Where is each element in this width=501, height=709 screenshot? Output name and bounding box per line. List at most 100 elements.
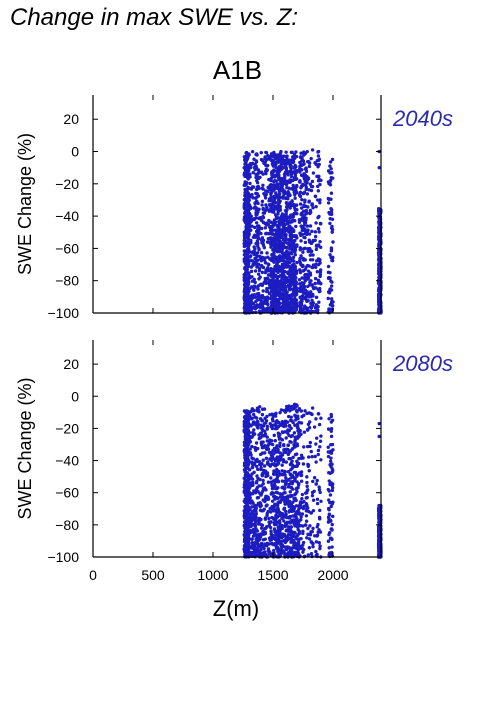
data-point (283, 208, 288, 213)
data-point (294, 300, 298, 304)
data-point (307, 469, 311, 473)
data-point (327, 546, 331, 550)
data-point (255, 178, 259, 183)
data-point (377, 504, 382, 508)
data-point (295, 522, 299, 526)
data-point (288, 456, 293, 461)
data-point (245, 264, 250, 269)
data-point (284, 226, 288, 231)
data-point (289, 503, 294, 507)
data-point (244, 543, 249, 547)
data-point (328, 160, 333, 164)
data-point (281, 485, 285, 490)
data-point (282, 513, 286, 517)
data-point (377, 531, 381, 535)
data-point (299, 409, 304, 413)
data-point (275, 475, 280, 479)
data-point (329, 443, 333, 447)
data-point (291, 475, 296, 479)
data-point (310, 229, 314, 234)
data-point (307, 420, 312, 424)
data-point (291, 290, 296, 294)
data-point (291, 508, 296, 512)
data-point (269, 492, 273, 496)
data-point (298, 500, 303, 504)
data-point (249, 524, 253, 529)
data-point (257, 277, 261, 281)
data-point (294, 150, 298, 154)
data-point (261, 471, 265, 476)
data-point (329, 464, 333, 469)
data-point (330, 485, 335, 490)
data-point (252, 523, 256, 527)
data-point (276, 153, 280, 157)
data-point (276, 270, 280, 275)
data-point (276, 545, 280, 549)
data-point (289, 415, 293, 419)
data-point (270, 257, 274, 261)
data-point (259, 435, 263, 440)
data-point (254, 152, 258, 157)
data-point (296, 527, 300, 532)
data-point (308, 258, 313, 262)
data-point (330, 217, 335, 221)
data-point (258, 501, 262, 505)
data-point (290, 155, 295, 159)
data-point (272, 527, 277, 531)
data-point (299, 518, 303, 522)
data-point (298, 167, 302, 172)
data-point (299, 515, 303, 519)
data-point (248, 212, 252, 216)
data-point (243, 255, 248, 259)
data-point (303, 183, 308, 187)
data-point (293, 519, 298, 523)
data-point (246, 163, 250, 167)
data-point (315, 159, 319, 163)
data-point (274, 207, 279, 211)
data-point (309, 156, 313, 161)
data-point (249, 294, 254, 299)
data-point (281, 458, 286, 462)
data-point (247, 153, 251, 157)
data-point (261, 220, 266, 225)
data-point (255, 406, 260, 410)
data-point (308, 524, 312, 528)
data-point (300, 264, 305, 269)
data-point (311, 544, 315, 549)
data-point (274, 236, 278, 240)
data-point (302, 268, 306, 273)
data-point (266, 302, 270, 307)
data-point (258, 303, 262, 307)
data-point (301, 524, 305, 528)
data-point (284, 212, 288, 216)
data-point (377, 220, 381, 225)
data-point (286, 428, 290, 432)
data-point (302, 204, 306, 209)
data-point (254, 464, 259, 469)
data-point (319, 434, 323, 438)
data-point (265, 286, 269, 291)
data-point (328, 164, 332, 168)
data-point (314, 482, 318, 486)
data-point (272, 260, 276, 264)
data-point (306, 205, 310, 209)
data-point (284, 407, 288, 412)
data-point (317, 300, 321, 304)
data-point (273, 228, 277, 232)
data-point (262, 281, 266, 285)
data-point (298, 193, 302, 198)
data-point (274, 156, 278, 160)
data-point (256, 541, 260, 546)
data-point (291, 228, 296, 232)
data-point (295, 486, 299, 490)
data-point (330, 528, 334, 532)
data-point (250, 250, 254, 254)
data-point (328, 307, 332, 311)
data-point (304, 187, 308, 192)
data-point (278, 188, 283, 192)
data-point (295, 208, 299, 212)
data-point (245, 267, 250, 272)
data-point (302, 235, 306, 240)
